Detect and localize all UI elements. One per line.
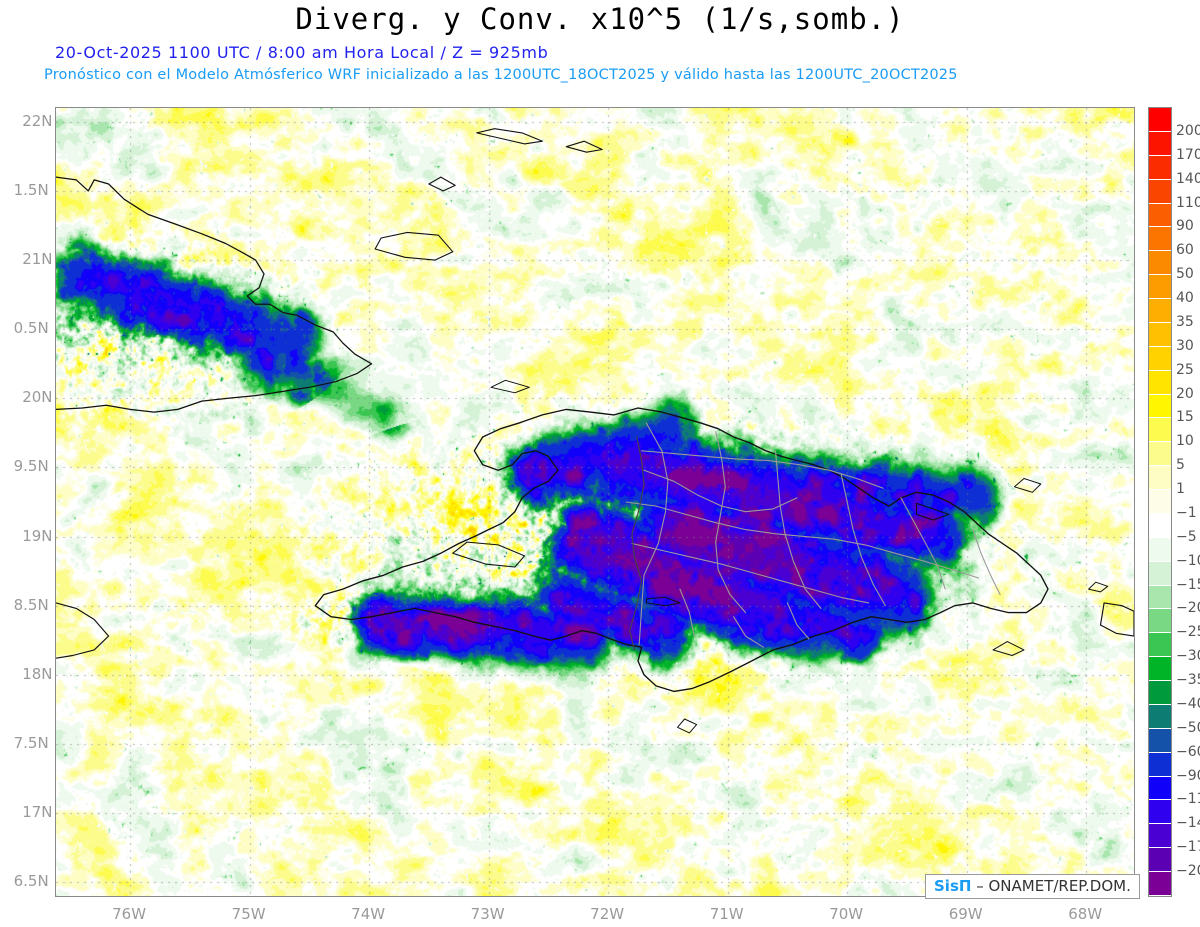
colorbar-tick-label: 60 (1176, 242, 1194, 259)
latitude-tick-label: 9.5N (13, 457, 49, 476)
colorbar-tick-label: 30 (1176, 337, 1194, 354)
sispi-logo: SisΠ (934, 877, 972, 895)
page-title: Diverg. y Conv. x10^5 (1/s,somb.) (295, 2, 905, 36)
colorbar-tick-label: −20 (1176, 600, 1200, 617)
colorbar-tick-label: −10 (1176, 552, 1200, 569)
colorbar-segment (1149, 800, 1171, 825)
latitude-tick-label: 8.5N (13, 595, 49, 614)
longitude-tick-label: 70W (829, 905, 864, 923)
colorbar-tick-label: 40 (1176, 290, 1194, 307)
latitude-tick-label: 1.5N (13, 180, 49, 199)
colorbar-tick-label: −30 (1176, 648, 1200, 665)
attribution-badge: SisΠ – ONAMET/REP.DOM. (925, 874, 1140, 899)
colorbar-tick-label: 200 (1176, 122, 1200, 139)
colorbar-segment (1149, 275, 1171, 299)
latitude-tick-label: 18N (22, 664, 53, 683)
colorbar-segment (1149, 370, 1171, 395)
colorbar-segment (1149, 490, 1171, 514)
colorbar-tick-label: 20 (1176, 385, 1194, 402)
colorbar-tick-label: −200 (1176, 863, 1200, 880)
colorbar-tick-label: 140 (1176, 170, 1200, 187)
colorbar-segment (1149, 418, 1171, 443)
colorbar-segment (1149, 681, 1171, 705)
valid-time-line: 20-Oct-2025 1100 UTC / 8:00 am Hora Loca… (55, 43, 549, 62)
colorbar-segment (1149, 609, 1171, 634)
colorbar-tick-label: 90 (1176, 218, 1194, 235)
longitude-tick-label: 68W (1068, 905, 1103, 923)
colorbar-tick-label: 10 (1176, 433, 1194, 450)
longitude-tick-label: 69W (948, 905, 983, 923)
longitude-tick-label: 71W (709, 905, 744, 923)
colorbar-tick-label: −170 (1176, 839, 1200, 856)
colorbar-tick-label: 25 (1176, 361, 1194, 378)
longitude-tick-label: 72W (590, 905, 625, 923)
latitude-tick-label: 7.5N (13, 733, 49, 752)
colorbar-segment (1149, 752, 1171, 777)
colorbar-segment (1149, 585, 1171, 610)
colorbar (1148, 107, 1172, 897)
longitude-tick-label: 76W (112, 905, 147, 923)
colorbar-segment (1149, 704, 1171, 729)
colorbar-segment (1149, 848, 1171, 872)
colorbar-tick-label: −35 (1176, 672, 1200, 689)
latitude-tick-label: 6.5N (13, 872, 49, 891)
colorbar-tick-label: 1 (1176, 481, 1185, 498)
latitude-tick-label: 21N (22, 250, 53, 269)
colorbar-tick-label: 35 (1176, 313, 1194, 330)
colorbar-segment (1149, 561, 1171, 586)
colorbar-segment (1149, 346, 1171, 371)
colorbar-tick-label: 170 (1176, 146, 1200, 163)
colorbar-tick-label: −110 (1176, 791, 1200, 808)
colorbar-segment (1149, 513, 1171, 538)
colorbar-segment (1149, 728, 1171, 753)
colorbar-segment (1149, 131, 1171, 156)
colorbar-segment (1149, 633, 1171, 658)
colorbar-tick-label: −50 (1176, 719, 1200, 736)
latitude-tick-label: 19N (22, 526, 53, 545)
divergence-convergence-field (56, 108, 1134, 896)
colorbar-segment (1149, 179, 1171, 204)
colorbar-segment (1149, 657, 1171, 681)
colorbar-labels: 200 170 140 110 90 60 50 40 35 30 25 20 15 10 5 1 −1 −5 −1… (1176, 107, 1200, 897)
longitude-tick-label: 74W (351, 905, 386, 923)
colorbar-tick-label: 15 (1176, 409, 1194, 426)
colorbar-segment (1149, 108, 1171, 132)
latitude-tick-label: 0.5N (13, 319, 49, 338)
colorbar-segment (1149, 872, 1171, 896)
colorbar-tick-label: −60 (1176, 743, 1200, 760)
latitude-tick-label: 22N (22, 111, 53, 130)
model-info-line: Pronóstico con el Modelo Atmósferico WRF… (44, 67, 958, 83)
colorbar-tick-label: −40 (1176, 695, 1200, 712)
colorbar-segment (1149, 776, 1171, 801)
colorbar-segment (1149, 203, 1171, 228)
colorbar-segment (1149, 227, 1171, 252)
colorbar-segment (1149, 322, 1171, 347)
colorbar-segment (1149, 824, 1171, 849)
longitude-tick-label: 75W (231, 905, 266, 923)
colorbar-segment (1149, 299, 1171, 323)
colorbar-segment (1149, 155, 1171, 180)
colorbar-segment (1149, 466, 1171, 490)
colorbar-tick-label: 110 (1176, 194, 1200, 211)
colorbar-tick-label: −15 (1176, 576, 1200, 593)
colorbar-tick-label: −25 (1176, 624, 1200, 641)
colorbar-segment (1149, 537, 1171, 562)
colorbar-tick-label: −1 (1176, 504, 1197, 521)
colorbar-tick-label: 50 (1176, 266, 1194, 283)
colorbar-tick-label: −140 (1176, 815, 1200, 832)
colorbar-tick-label: 5 (1176, 457, 1185, 474)
latitude-tick-label: 20N (22, 388, 53, 407)
colorbar-tick-label: −5 (1176, 528, 1197, 545)
map-plot-area[interactable] (55, 107, 1135, 897)
colorbar-segment (1149, 394, 1171, 419)
colorbar-segment (1149, 442, 1171, 467)
colorbar-segment (1149, 251, 1171, 276)
colorbar-tick-label: −90 (1176, 767, 1200, 784)
latitude-tick-label: 17N (22, 803, 53, 822)
attribution-text: – ONAMET/REP.DOM. (976, 877, 1131, 895)
longitude-tick-label: 73W (470, 905, 505, 923)
